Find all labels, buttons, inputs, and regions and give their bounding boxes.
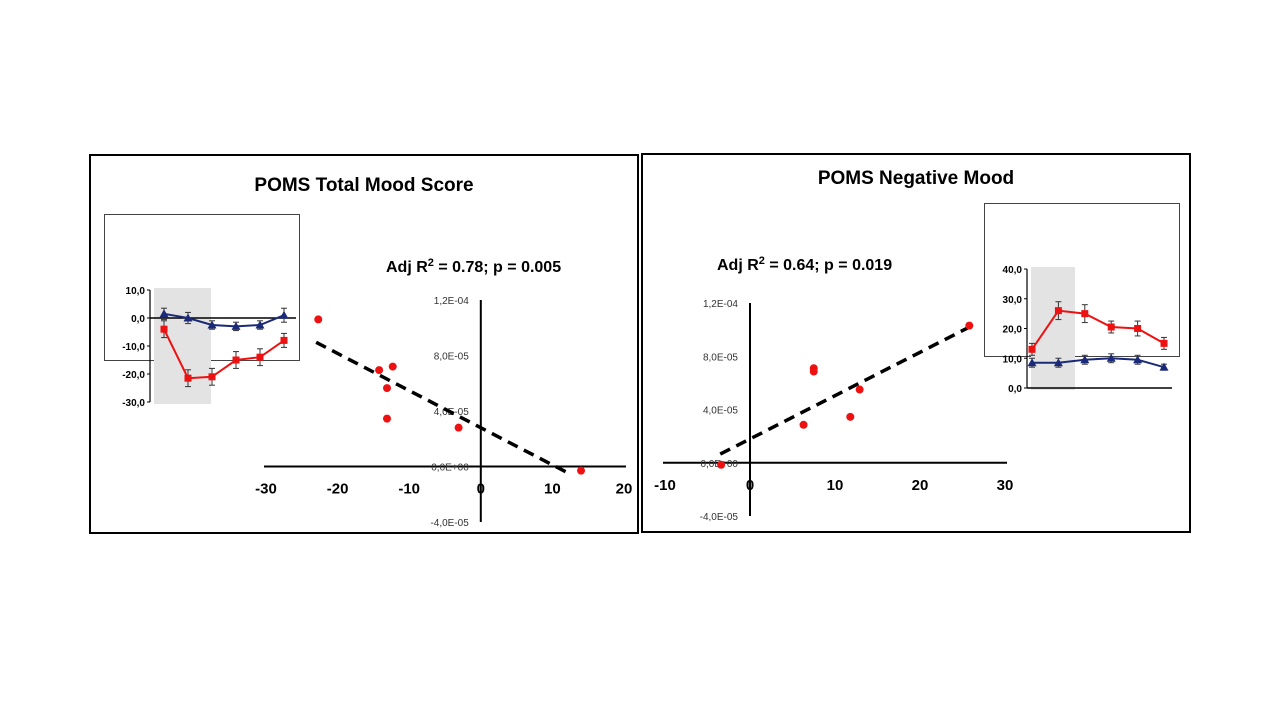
inset-marker-square xyxy=(184,374,192,382)
inset-y-tick-label: 40,0 xyxy=(1003,265,1023,276)
data-point xyxy=(577,466,586,475)
inset-marker-triangle xyxy=(183,313,193,322)
data-point xyxy=(383,414,392,423)
stats-prefix: Adj R xyxy=(386,259,428,276)
inset-y-tick-label: 10,0 xyxy=(126,286,146,297)
inset-y-tick-label: -10,0 xyxy=(122,342,145,353)
regression-stats: Adj R2 = 0.78; p = 0.005 xyxy=(386,257,561,276)
data-point xyxy=(375,366,384,375)
x-tick-label: 10 xyxy=(827,477,844,494)
inset-y-tick-label: 0,0 xyxy=(1008,384,1022,395)
x-tick-label: 0 xyxy=(477,481,485,498)
inset-series-line-control xyxy=(1032,357,1165,369)
inset-marker-square xyxy=(160,325,168,333)
inset-y-tick-label: 30,0 xyxy=(1003,295,1023,306)
inset-marker-triangle xyxy=(159,309,169,318)
inset-series-line-treatment xyxy=(163,328,285,380)
y-tick-label: 4,0E-05 xyxy=(703,406,738,417)
data-point xyxy=(809,364,818,373)
inset-marker-square xyxy=(232,356,240,364)
inset-marker-square xyxy=(256,353,264,361)
stats-superscript: 2 xyxy=(759,255,765,267)
inset-marker-square xyxy=(280,336,288,344)
y-tick-label: -4,0E-05 xyxy=(430,518,469,529)
inset-chart: 40,0 30,0 20,0 10,0 0,0 xyxy=(984,203,1180,395)
inset-marker-triangle xyxy=(1027,358,1037,367)
inset-marker-triangle xyxy=(1106,353,1116,362)
inset-marker-triangle xyxy=(255,320,265,329)
inset-marker-square xyxy=(1107,323,1115,331)
inset-marker-square xyxy=(1160,339,1168,347)
chart-panel-negative-mood: POMS Negative Mood Adj R2 = 0.64; p = 0.… xyxy=(641,153,1191,533)
inset-series-line-treatment xyxy=(1031,309,1165,350)
inset-marker-triangle xyxy=(1080,355,1090,364)
data-point xyxy=(454,423,463,432)
y-tick-label: 0,0E+00 xyxy=(431,463,469,474)
inset-marker-square xyxy=(1028,345,1036,353)
inset-y-tick-label: 0,0 xyxy=(131,314,145,325)
inset-marker-square xyxy=(208,373,216,381)
regression-line xyxy=(719,324,972,456)
x-tick-label: 0 xyxy=(746,477,754,494)
x-tick-label: 10 xyxy=(544,481,561,498)
x-tick-label: 30 xyxy=(997,477,1014,494)
x-tick-label: -30 xyxy=(255,481,277,498)
y-tick-label: 8,0E-05 xyxy=(703,352,738,363)
x-tick-label: -10 xyxy=(654,477,676,494)
x-tick-label: 20 xyxy=(912,477,929,494)
chart-title: POMS Negative Mood xyxy=(818,168,1014,189)
data-point xyxy=(846,412,855,421)
y-tick-label: -4,0E-05 xyxy=(700,512,739,523)
inset-marker-triangle xyxy=(279,310,289,319)
regression-line xyxy=(315,340,572,476)
y-tick-label: 8,0E-05 xyxy=(434,352,469,363)
inset-marker-triangle xyxy=(207,320,217,329)
inset-marker-triangle xyxy=(231,321,241,330)
inset-marker-triangle xyxy=(1159,362,1169,371)
chart-title: POMS Total Mood Score xyxy=(254,175,473,196)
data-point xyxy=(965,321,974,330)
inset-marker-triangle xyxy=(1053,358,1063,367)
x-tick-label: -20 xyxy=(327,481,349,498)
inset-y-tick-label: -30,0 xyxy=(122,398,145,409)
data-point xyxy=(799,420,808,429)
stats-values: = 0.64; p = 0.019 xyxy=(765,257,892,274)
baseline-shaded-region xyxy=(1031,267,1075,390)
inset-series-line-control xyxy=(163,312,285,328)
y-tick-label: 1,2E-04 xyxy=(434,296,469,307)
negative-mood-chart: POMS Negative Mood Adj R2 = 0.64; p = 0.… xyxy=(654,168,1180,523)
data-point xyxy=(717,460,726,469)
baseline-shaded-region xyxy=(154,288,211,404)
data-point xyxy=(388,362,397,371)
x-tick-label: -10 xyxy=(398,481,420,498)
stats-values: = 0.78; p = 0.005 xyxy=(434,259,561,276)
stats-superscript: 2 xyxy=(428,257,434,269)
inset-y-tick-label: 20,0 xyxy=(1003,325,1023,336)
inset-marker-square xyxy=(1054,307,1062,315)
data-point xyxy=(314,315,323,324)
inset-marker-triangle xyxy=(1133,355,1143,364)
y-tick-label: 1,2E-04 xyxy=(703,299,738,310)
inset-marker-square xyxy=(1081,310,1089,318)
x-tick-label: 20 xyxy=(616,481,633,498)
inset-marker-square xyxy=(1134,325,1142,332)
inset-y-tick-label: -20,0 xyxy=(122,370,145,381)
inset-chart: 10,0 0,0 -10,0 -20,0 -30,0 xyxy=(104,214,300,409)
inset-frame xyxy=(984,203,1180,357)
regression-stats: Adj R2 = 0.64; p = 0.019 xyxy=(717,255,892,274)
data-point xyxy=(383,384,392,393)
chart-panel-total-mood: POMS Total Mood Score Adj R2 = 0.78; p =… xyxy=(89,154,639,534)
data-point xyxy=(855,385,864,394)
stats-prefix: Adj R xyxy=(717,257,759,274)
total-mood-chart: POMS Total Mood Score Adj R2 = 0.78; p =… xyxy=(104,175,633,529)
inset-y-tick-label: 10,0 xyxy=(1003,354,1023,365)
